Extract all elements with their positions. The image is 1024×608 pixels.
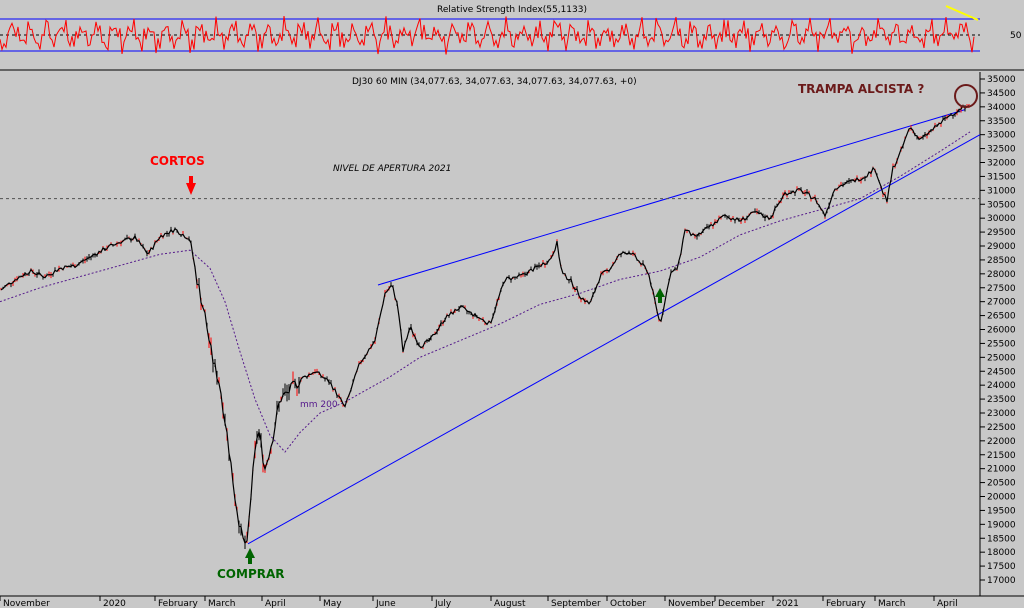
y-tick-label: 19000 xyxy=(987,520,1016,530)
y-tick-label: 18000 xyxy=(987,548,1016,558)
x-tick-label: May xyxy=(323,599,342,608)
x-tick-label: December xyxy=(718,599,765,608)
x-tick-label: June xyxy=(375,599,396,608)
y-tick-label: 34000 xyxy=(987,103,1016,113)
x-tick-label: March xyxy=(208,599,235,608)
price-line xyxy=(0,104,970,545)
sell-arrow-icon xyxy=(186,183,196,195)
y-tick-label: 26500 xyxy=(987,312,1016,322)
x-tick-label: November xyxy=(668,599,715,608)
y-tick-label: 30500 xyxy=(987,200,1016,210)
trap-circle-marker xyxy=(954,84,978,108)
y-tick-label: 23000 xyxy=(987,409,1016,419)
y-tick-label: 31500 xyxy=(987,172,1016,182)
x-tick-label: October xyxy=(610,599,646,608)
y-tick-label: 21500 xyxy=(987,451,1016,461)
x-tick-label: February xyxy=(826,599,867,608)
sell-arrow-shaft xyxy=(189,176,193,184)
y-tick-label: 27500 xyxy=(987,284,1016,294)
y-tick-label: 28500 xyxy=(987,256,1016,266)
x-tick-label: February xyxy=(158,599,199,608)
rsi-title: Relative Strength Index(55,1133) xyxy=(437,5,587,15)
y-tick-label: 32500 xyxy=(987,145,1016,155)
buy-arrow-icon-2 xyxy=(655,288,665,297)
buy-arrow-icon xyxy=(245,548,255,558)
y-tick-label: 29500 xyxy=(987,228,1016,238)
y-tick-label: 33500 xyxy=(987,117,1016,127)
y-tick-label: 22000 xyxy=(987,437,1016,447)
y-tick-label: 28000 xyxy=(987,270,1016,280)
y-tick-label: 22500 xyxy=(987,423,1016,433)
x-tick-label: April xyxy=(265,599,286,608)
y-tick-label: 27000 xyxy=(987,298,1016,308)
y-tick-label: 34500 xyxy=(987,89,1016,99)
x-tick-label: September xyxy=(551,599,601,608)
y-tick-label: 32000 xyxy=(987,159,1016,169)
y-tick-label: 24000 xyxy=(987,381,1016,391)
y-tick-label: 19500 xyxy=(987,506,1016,516)
y-tick-label: 31000 xyxy=(987,186,1016,196)
x-tick-label: August xyxy=(494,599,526,608)
upper-trendline xyxy=(377,109,966,286)
x-tick-label: July xyxy=(434,599,452,608)
y-tick-label: 25000 xyxy=(987,353,1016,363)
x-tick-label: March xyxy=(878,599,905,608)
x-tick-label: 2020 xyxy=(103,599,126,608)
buy-arrow-shaft xyxy=(248,557,252,564)
annotation-opening-level: NIVEL DE APERTURA 2021 xyxy=(333,164,451,174)
y-tick-label: 18500 xyxy=(987,534,1016,544)
y-tick-label: 21000 xyxy=(987,465,1016,475)
y-tick-label: 30000 xyxy=(987,214,1016,224)
y-tick-label: 33000 xyxy=(987,131,1016,141)
y-tick-label: 25500 xyxy=(987,339,1016,349)
y-tick-label: 17500 xyxy=(987,562,1016,572)
y-tick-label: 23500 xyxy=(987,395,1016,405)
chart-title: DJ30 60 MIN (34,077.63, 34,077.63, 34,07… xyxy=(352,77,637,87)
y-tick-label: 35000 xyxy=(987,75,1016,85)
y-tick-label: 20000 xyxy=(987,493,1016,503)
y-tick-label: 26000 xyxy=(987,326,1016,336)
annotation-trampa-alcista: TRAMPA ALCISTA ? xyxy=(798,82,924,96)
buy-arrow-shaft-2 xyxy=(658,296,662,303)
annotation-comprar: COMPRAR xyxy=(217,567,285,581)
ma-200-line xyxy=(0,131,971,453)
rsi-trend-mark xyxy=(945,5,979,21)
rsi-tick-label: 50 xyxy=(1010,31,1022,41)
y-tick-label: 20500 xyxy=(987,479,1016,489)
annotation-mm200: mm 200 xyxy=(300,400,338,410)
y-tick-label: 24500 xyxy=(987,367,1016,377)
x-tick-label: 2021 xyxy=(776,599,799,608)
y-tick-label: 17000 xyxy=(987,576,1016,586)
annotation-cortos: CORTOS xyxy=(150,154,205,168)
lower-trendline xyxy=(247,134,981,545)
y-tick-label: 29000 xyxy=(987,242,1016,252)
rsi-line xyxy=(0,16,975,55)
x-tick-label: April xyxy=(937,599,958,608)
x-tick-label: November xyxy=(3,599,50,608)
